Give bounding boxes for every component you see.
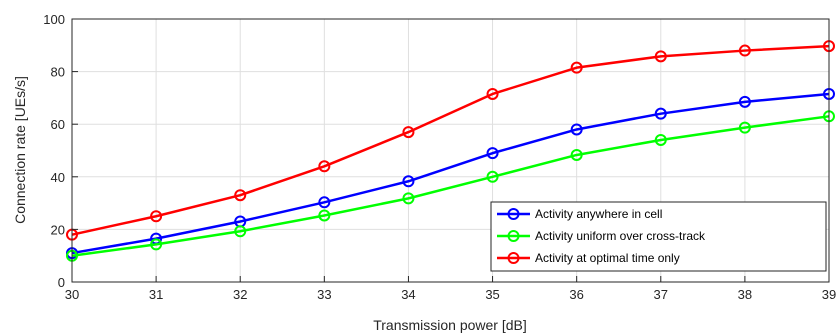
y-tick-label: 80 (51, 65, 65, 80)
x-tick-label: 39 (822, 287, 836, 302)
data-point (486, 147, 499, 160)
x-tick-label: 33 (317, 287, 331, 302)
x-tick-label: 32 (233, 287, 247, 302)
data-point (318, 196, 331, 209)
series-group (66, 40, 835, 262)
data-point (570, 123, 583, 136)
data-point (738, 44, 751, 57)
y-tick-label: 20 (51, 222, 65, 237)
y-tick-label: 60 (51, 117, 65, 132)
x-tick-label: 34 (401, 287, 415, 302)
legend-box (490, 201, 827, 272)
y-tick-label: 40 (51, 170, 65, 185)
data-point (570, 148, 583, 161)
ticks: 30 31 32 33 34 35 36 37 38 39 0 20 40 60 80 100 (43, 12, 836, 302)
x-tick-label: 35 (485, 287, 499, 302)
data-point (738, 95, 751, 108)
legend: Activity anywhere in cell Activity unifor… (490, 201, 827, 272)
data-point (654, 107, 667, 120)
legend-label-0: Activity anywhere in cell (535, 207, 662, 221)
data-point (150, 210, 163, 223)
x-tick-label: 30 (65, 287, 79, 302)
data-point (570, 61, 583, 74)
x-axis-label: Transmission power [dB] (373, 317, 527, 333)
legend-label-2: Activity at optimal time only (535, 251, 680, 265)
series-line-1 (71, 115, 830, 257)
legend-marker-1 (507, 230, 520, 242)
legend-marker-0 (507, 208, 520, 220)
y-axis-label: Connection rate [UEs/s] (12, 76, 28, 224)
data-point (654, 133, 667, 146)
x-tick-label: 37 (654, 287, 668, 302)
x-tick-label: 38 (738, 287, 752, 302)
data-point (486, 87, 499, 100)
y-tick-label: 100 (43, 12, 65, 27)
data-point (318, 209, 331, 222)
data-point (738, 121, 751, 134)
data-point (150, 238, 163, 251)
data-point (234, 225, 247, 238)
data-point (486, 170, 499, 183)
plot-frame (71, 18, 830, 283)
legend-marker-2 (507, 252, 520, 264)
data-point (402, 126, 415, 139)
x-tick-label: 36 (569, 287, 583, 302)
series-line-0 (71, 92, 830, 255)
data-point (234, 189, 247, 202)
x-tick-label: 31 (149, 287, 163, 302)
y-tick-label: 0 (58, 275, 65, 290)
data-point (654, 50, 667, 63)
data-point (318, 160, 331, 173)
data-point (402, 192, 415, 205)
legend-label-1: Activity uniform over cross-track (535, 229, 706, 243)
series-line-2 (71, 44, 830, 236)
data-point (402, 175, 415, 188)
